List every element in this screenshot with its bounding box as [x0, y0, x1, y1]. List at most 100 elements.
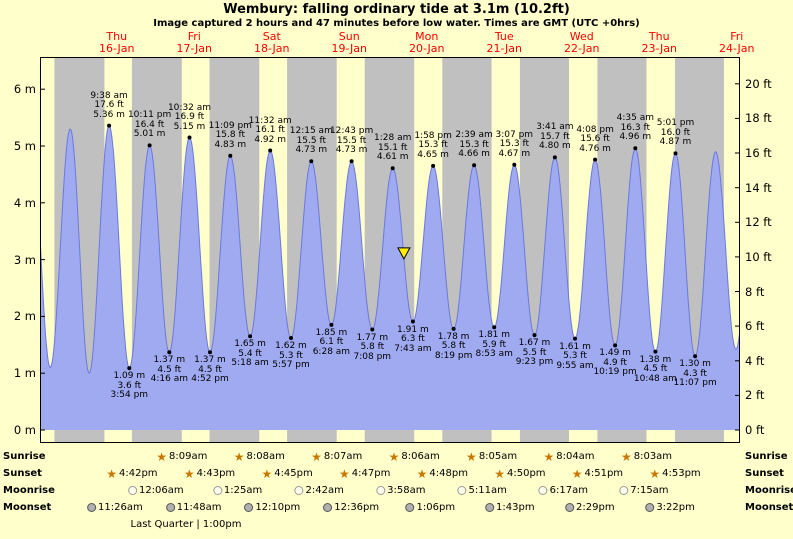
- moonset-event: 11:26am: [87, 501, 143, 514]
- moonset-icon: [244, 503, 254, 512]
- high-tide-dot: [390, 166, 395, 171]
- sunset-time: 4:53pm: [662, 468, 701, 479]
- high-tide-annotation: 4:35 am 16.3 ft 4.96 m: [616, 113, 654, 143]
- tide-plot-svg: [40, 57, 740, 443]
- moonrise-time: 12:06am: [138, 485, 184, 496]
- high-tide-annotation: 3:41 am 15.7 ft 4.80 m: [536, 122, 574, 152]
- moonrise-event: 2:42am: [294, 484, 344, 497]
- sunrise-event: ★ 8:07am: [311, 450, 362, 463]
- moonrise-time: 7:15am: [630, 485, 669, 496]
- high-tide-dot: [472, 163, 477, 168]
- low-tide-dot: [370, 327, 375, 332]
- moonrise-icon: [538, 486, 548, 495]
- sunset-icon: ★: [494, 466, 505, 481]
- day-dow: Mon: [415, 30, 439, 43]
- sunrise-event: ★ 8:05am: [466, 450, 517, 463]
- moonrise-time: 5:11am: [468, 485, 507, 496]
- low-tide-annotation: 1.37 m 4.5 ft 4:16 am: [150, 355, 188, 385]
- high-tide-dot: [633, 146, 638, 151]
- low-tide-dot: [532, 333, 537, 338]
- high-tide-annotation: 1:28 am 15.1 ft 4.61 m: [374, 133, 412, 163]
- day-label: Thu 23-Jan: [641, 31, 677, 54]
- sunrise-event: ★ 8:09am: [156, 450, 207, 463]
- day-dow: Fri: [187, 30, 201, 43]
- high-tide-annotation: 4:08 pm 15.6 ft 4.76 m: [576, 124, 614, 154]
- y-axis-right-label: 6 ft: [745, 319, 765, 334]
- y-axis-left-label: 0 m: [13, 423, 36, 437]
- astro-label-moonrise-right: Moonrise: [745, 485, 793, 496]
- high-tide-dot: [268, 148, 273, 153]
- sunrise-time: 8:03am: [633, 451, 673, 462]
- y-axis-right-label: 0 ft: [745, 423, 765, 437]
- sunrise-icon: ★: [233, 449, 245, 464]
- moonset-icon: [485, 503, 495, 512]
- sunset-event: ★ 4:47pm: [339, 467, 390, 480]
- low-tide-annotation: 1.38 m 4.5 ft 10:48 am: [633, 354, 677, 384]
- moonset-icon: [323, 503, 333, 512]
- moonset-time: 12:36pm: [334, 502, 380, 513]
- low-tide-dot: [613, 343, 618, 348]
- sunset-event: ★ 4:51pm: [572, 467, 623, 480]
- y-axis-right-label: 8 ft: [745, 284, 765, 299]
- low-tide-annotation: 1.09 m 3.6 ft 3:54 pm: [110, 371, 149, 401]
- sunset-time: 4:51pm: [584, 468, 624, 479]
- high-tide-annotation: 10:32 am 16.9 ft 5.15 m: [167, 102, 212, 132]
- high-tide-dot: [309, 159, 314, 164]
- sunrise-event: ★ 8:03am: [621, 450, 672, 463]
- moonset-event: 2:29pm: [565, 501, 615, 514]
- moon-phase-label: Last Quarter | 1:00pm: [130, 519, 242, 530]
- low-tide-annotation: 1.81 m 5.9 ft 8:53 am: [475, 330, 513, 360]
- day-date: 24-Jan: [718, 41, 755, 55]
- sunset-event: ★ 4:42pm: [106, 467, 157, 480]
- sunrise-event: ★ 8:08am: [234, 450, 285, 463]
- moonrise-event: 7:15am: [619, 484, 669, 497]
- day-label: Wed 22-Jan: [564, 31, 600, 54]
- low-tide-dot: [451, 326, 456, 331]
- astro-label-moonset-left: Moonset: [3, 502, 52, 513]
- moonset-icon: [87, 503, 97, 512]
- day-dow: Thu: [648, 30, 670, 43]
- high-tide-dot: [431, 163, 436, 168]
- sunset-icon: ★: [571, 466, 583, 481]
- sunset-time: 4:47pm: [351, 468, 391, 479]
- y-axis-left-label: 1 m: [13, 366, 36, 381]
- sunset-icon: ★: [261, 466, 273, 481]
- y-axis-right-label: 14 ft: [745, 180, 772, 195]
- low-tide-dot: [492, 325, 497, 330]
- day-date: 23-Jan: [641, 41, 678, 55]
- sunrise-time: 8:06am: [401, 451, 440, 462]
- moonset-icon: [165, 503, 175, 512]
- moonset-time: 2:29pm: [576, 502, 615, 513]
- day-label: Thu 16-Jan: [99, 31, 135, 54]
- high-tide-annotation: 11:09 pm 15.8 ft 4.83 m: [208, 120, 252, 150]
- high-tide-annotation: 10:11 pm 16.4 ft 5.01 m: [127, 110, 172, 140]
- sunset-time: 4:45pm: [274, 468, 313, 479]
- high-tide-dot: [593, 157, 598, 162]
- low-tide-annotation: 1.85 m 6.1 ft 6:28 am: [312, 327, 351, 357]
- high-tide-dot: [552, 155, 557, 160]
- low-tide-dot: [289, 336, 293, 340]
- low-tide-annotation: 1.30 m 4.3 ft 11:07 pm: [673, 359, 717, 389]
- low-tide-annotation: 1.49 m 4.9 ft 10:19 pm: [593, 348, 637, 378]
- astro-label-moonrise-left: Moonrise: [3, 485, 55, 496]
- astro-label-sunset-right: Sunset: [745, 468, 784, 479]
- day-dow: Sat: [262, 30, 281, 43]
- high-tide-dot: [512, 162, 517, 167]
- moonset-event: 1:06pm: [405, 501, 455, 514]
- y-axis-left-label: 3 m: [13, 252, 36, 267]
- low-tide-annotation: 1.65 m 5.4 ft 5:18 am: [231, 339, 269, 369]
- moonset-icon: [565, 503, 575, 512]
- high-tide-annotation: 1:58 pm 15.3 ft 4.65 m: [414, 130, 452, 160]
- y-axis-right-label: 20 ft: [745, 76, 772, 91]
- day-label: Fri 24-Jan: [719, 31, 755, 54]
- moonset-event: 11:48am: [165, 501, 221, 514]
- high-tide-dot: [673, 151, 678, 156]
- moonrise-icon: [127, 486, 137, 495]
- chart-title: Wembury: falling ordinary tide at 3.1m (…: [223, 2, 570, 17]
- astro-label-sunrise-left: Sunrise: [3, 451, 46, 462]
- high-tide-annotation: 9:38 am 17.6 ft 5.36 m: [90, 90, 128, 120]
- sunrise-icon: ★: [311, 449, 322, 464]
- sunset-time: 4:43pm: [196, 468, 236, 479]
- day-label: Tue 21-Jan: [486, 31, 522, 54]
- y-axis-right-label: 18 ft: [745, 111, 772, 126]
